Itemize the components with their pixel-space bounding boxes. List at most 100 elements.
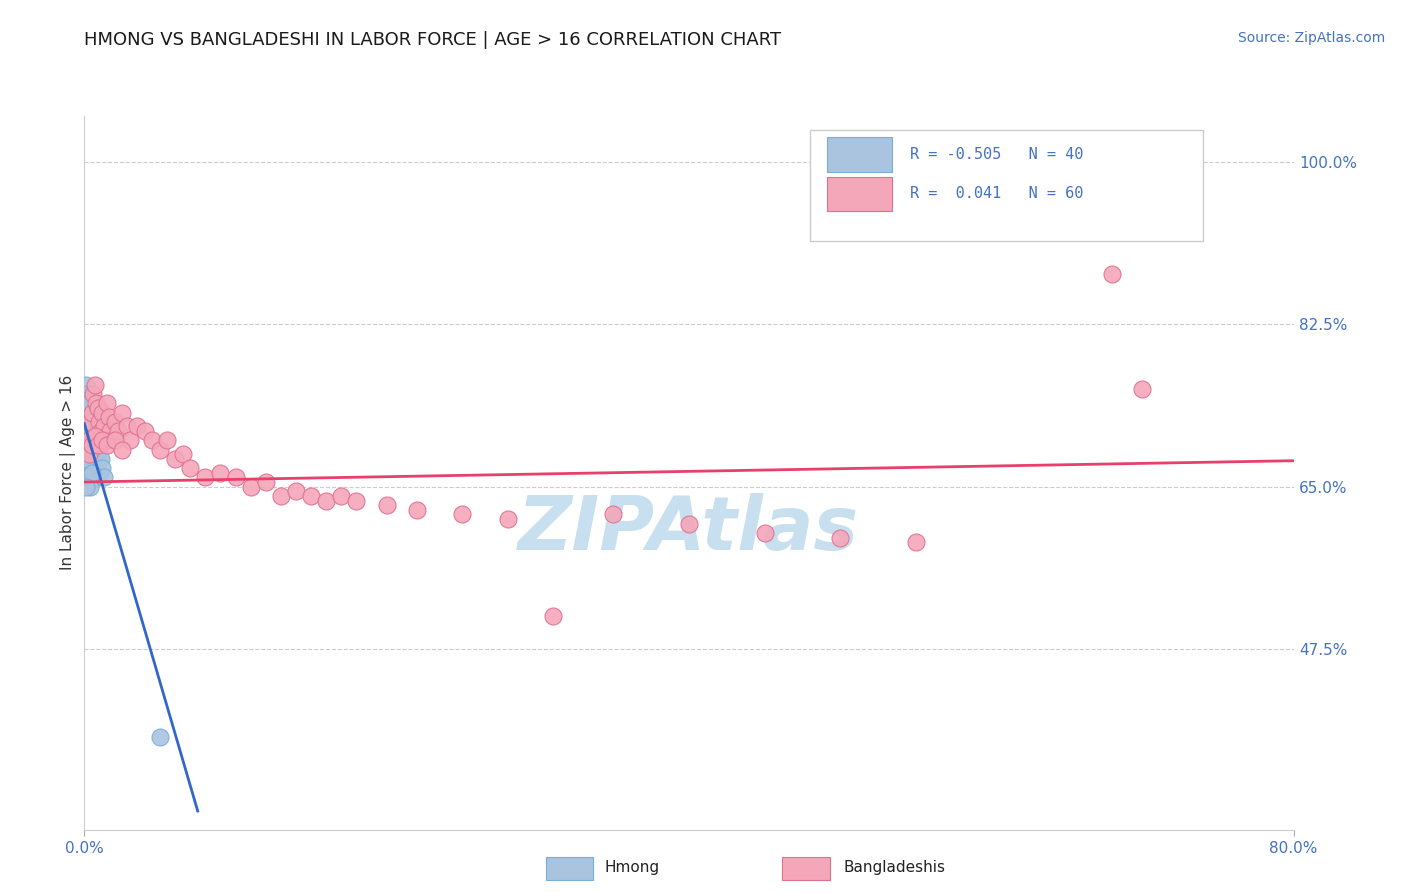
Point bbox=[111, 442, 134, 457]
Point bbox=[75, 480, 97, 494]
Point bbox=[77, 470, 100, 484]
Text: Hmong: Hmong bbox=[605, 861, 659, 875]
Point bbox=[79, 480, 101, 494]
Text: Source: ZipAtlas.com: Source: ZipAtlas.com bbox=[1237, 31, 1385, 45]
Text: R = -0.505   N = 40: R = -0.505 N = 40 bbox=[910, 147, 1084, 162]
Point bbox=[75, 410, 97, 425]
Point bbox=[285, 484, 308, 499]
Point bbox=[79, 415, 101, 429]
Point bbox=[93, 419, 115, 434]
Point bbox=[299, 489, 322, 503]
Point bbox=[541, 609, 564, 624]
Point bbox=[1101, 267, 1123, 281]
Point bbox=[97, 410, 120, 425]
Point bbox=[82, 434, 104, 448]
Point bbox=[80, 438, 103, 452]
Point bbox=[90, 451, 112, 466]
Point bbox=[830, 531, 852, 545]
Point bbox=[225, 470, 247, 484]
Point bbox=[77, 475, 100, 489]
Point bbox=[100, 434, 122, 448]
Point bbox=[86, 470, 108, 484]
Point bbox=[149, 730, 172, 744]
Point bbox=[93, 470, 115, 484]
Point bbox=[127, 419, 149, 434]
Point bbox=[79, 457, 101, 471]
Point bbox=[75, 434, 97, 448]
Point bbox=[76, 387, 98, 401]
Point bbox=[91, 405, 114, 419]
Point bbox=[87, 451, 110, 466]
Point bbox=[77, 438, 100, 452]
Point bbox=[118, 434, 141, 448]
Point bbox=[375, 498, 398, 512]
Point bbox=[82, 415, 104, 429]
Point bbox=[330, 489, 353, 503]
Point bbox=[87, 438, 110, 452]
Point bbox=[89, 415, 111, 429]
Point bbox=[141, 434, 163, 448]
Point bbox=[76, 470, 98, 484]
Point bbox=[754, 526, 776, 541]
Point bbox=[84, 428, 107, 442]
Point bbox=[80, 466, 103, 480]
Point bbox=[115, 419, 138, 434]
Text: R =  0.041   N = 60: R = 0.041 N = 60 bbox=[910, 186, 1084, 202]
Point bbox=[76, 405, 98, 419]
Point bbox=[79, 415, 101, 429]
Point bbox=[254, 475, 277, 489]
Point bbox=[84, 428, 107, 442]
Point bbox=[86, 438, 108, 452]
Text: Bangladeshis: Bangladeshis bbox=[844, 861, 946, 875]
Point bbox=[194, 470, 217, 484]
Point bbox=[678, 516, 700, 531]
Point bbox=[104, 434, 127, 448]
Point bbox=[406, 503, 429, 517]
Point bbox=[82, 387, 104, 401]
Point bbox=[90, 424, 112, 438]
Point bbox=[82, 451, 104, 466]
Point bbox=[89, 442, 111, 457]
Point bbox=[75, 377, 97, 392]
Point bbox=[77, 424, 100, 438]
Point bbox=[104, 415, 127, 429]
Point bbox=[89, 466, 111, 480]
Point bbox=[75, 451, 97, 466]
Point bbox=[80, 438, 103, 452]
Text: ZIPAtlas: ZIPAtlas bbox=[519, 493, 859, 566]
Point bbox=[98, 424, 121, 438]
Point bbox=[87, 401, 110, 415]
Point bbox=[96, 396, 118, 410]
Point bbox=[77, 396, 100, 410]
Point bbox=[84, 377, 107, 392]
Point bbox=[111, 405, 134, 419]
FancyBboxPatch shape bbox=[827, 137, 891, 171]
FancyBboxPatch shape bbox=[827, 177, 891, 211]
FancyBboxPatch shape bbox=[810, 130, 1204, 241]
Point bbox=[149, 442, 172, 457]
Point bbox=[904, 535, 927, 549]
Point bbox=[87, 470, 110, 484]
Point bbox=[86, 396, 108, 410]
Point bbox=[165, 451, 187, 466]
Point bbox=[179, 461, 201, 475]
Point bbox=[1130, 382, 1153, 396]
Point bbox=[76, 451, 98, 466]
Point bbox=[602, 508, 624, 522]
Point bbox=[80, 461, 103, 475]
Point bbox=[134, 424, 156, 438]
Point bbox=[270, 489, 292, 503]
Point bbox=[79, 434, 101, 448]
Point bbox=[496, 512, 519, 526]
Point bbox=[451, 508, 474, 522]
Point bbox=[346, 493, 368, 508]
Point bbox=[80, 424, 103, 438]
Point bbox=[86, 457, 108, 471]
Y-axis label: In Labor Force | Age > 16: In Labor Force | Age > 16 bbox=[60, 376, 76, 570]
Point bbox=[94, 434, 117, 448]
Point bbox=[107, 424, 129, 438]
Point bbox=[315, 493, 337, 508]
Point bbox=[172, 447, 194, 461]
Point bbox=[91, 461, 114, 475]
Point bbox=[77, 434, 100, 448]
